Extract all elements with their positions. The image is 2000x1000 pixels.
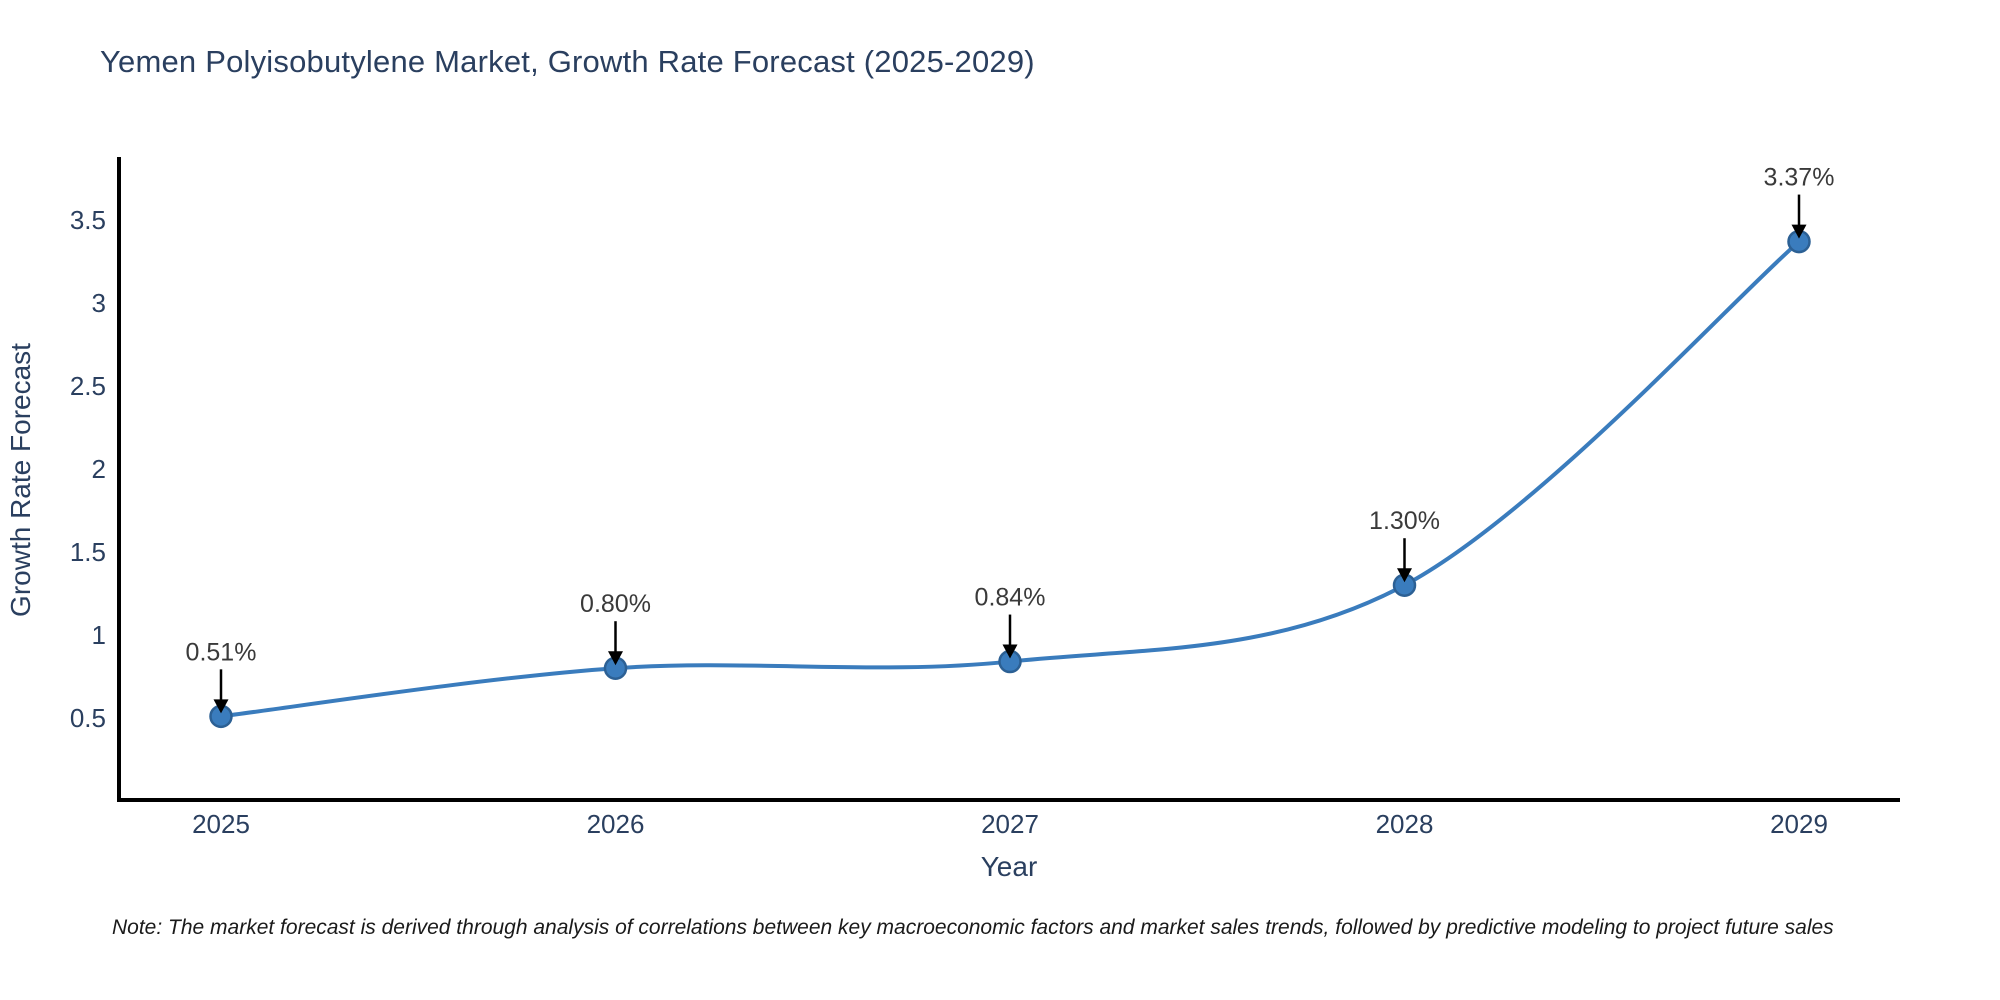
line-series	[219, 239, 1801, 719]
x-tick-label: 2026	[587, 809, 645, 839]
x-tick-label: 2028	[1376, 809, 1434, 839]
x-axis-title: Year	[981, 851, 1038, 882]
x-tick-label: 2025	[192, 809, 250, 839]
y-tick-label: 2.5	[70, 371, 106, 401]
data-point-label: 3.37%	[1764, 164, 1835, 192]
arrow-down-icon	[1002, 644, 1018, 659]
arrow-down-icon	[213, 699, 229, 714]
y-tick-label: 3.5	[70, 205, 106, 235]
data-point-label: 0.80%	[580, 590, 651, 618]
data-point-label: 0.84%	[975, 584, 1046, 612]
arrow-down-icon	[1791, 224, 1807, 239]
data-point-label: 1.30%	[1369, 507, 1440, 535]
x-tick-label: 2027	[981, 809, 1039, 839]
y-tick-label: 3	[92, 288, 106, 318]
y-tick-label: 2	[92, 454, 106, 484]
y-axis-title: Growth Rate Forecast	[5, 343, 36, 617]
data-point-label: 0.51%	[186, 638, 257, 666]
arrow-down-icon	[608, 651, 623, 666]
y-tick-label: 1	[92, 620, 106, 650]
y-tick-label: 0.5	[70, 703, 106, 733]
arrow-down-icon	[1397, 568, 1412, 583]
x-tick-label: 2029	[1770, 809, 1828, 839]
y-tick-label: 1.5	[70, 537, 106, 567]
footnote: Note: The market forecast is derived thr…	[112, 916, 1834, 939]
chart-title: Yemen Polyisobutylene Market, Growth Rat…	[100, 44, 1035, 79]
